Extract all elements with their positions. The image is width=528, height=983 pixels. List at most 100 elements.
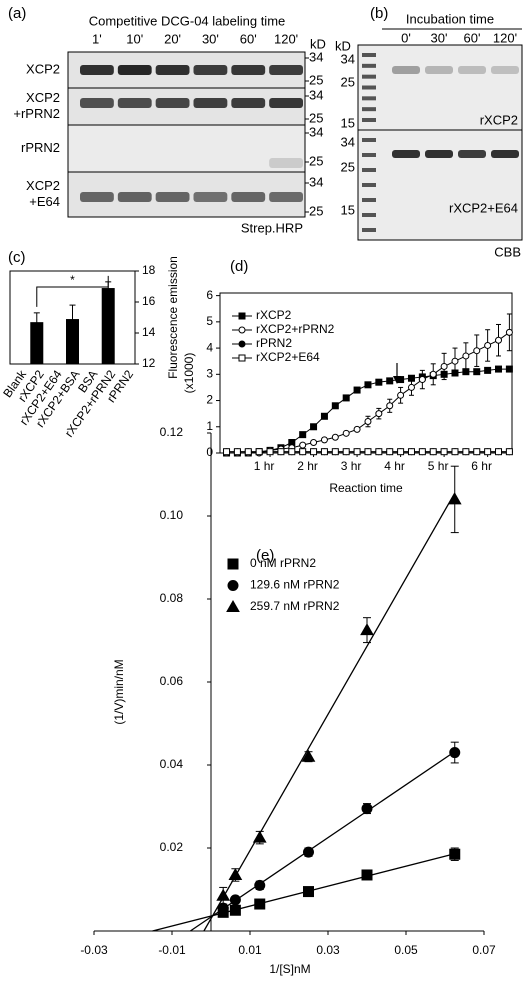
panel-label: (c) bbox=[8, 249, 26, 266]
y-tick-label: 0.04 bbox=[160, 757, 184, 771]
y-tick-label: 18 bbox=[142, 263, 156, 277]
x-axis-label: Reaction time bbox=[329, 481, 403, 495]
x-tick-label: 2 hr bbox=[297, 459, 318, 473]
x-tick-label: 0.03 bbox=[316, 943, 340, 957]
data-point bbox=[320, 412, 328, 420]
data-point bbox=[386, 402, 394, 410]
gel-band bbox=[80, 65, 114, 75]
data-point bbox=[229, 904, 241, 916]
row-label: rXCP2+E64 bbox=[449, 200, 518, 215]
data-point bbox=[449, 848, 461, 860]
data-point bbox=[495, 448, 503, 456]
bar bbox=[66, 319, 79, 364]
y-tick-label: 0.10 bbox=[160, 508, 184, 522]
y-tick-label: 16 bbox=[142, 294, 156, 308]
data-point bbox=[418, 448, 426, 456]
marker-label: 25 bbox=[341, 159, 355, 174]
x-tick-label: 4 hr bbox=[384, 459, 405, 473]
ladder-band bbox=[362, 228, 376, 232]
data-point bbox=[255, 448, 263, 456]
gel-band bbox=[231, 192, 266, 202]
data-point bbox=[310, 448, 318, 456]
gel-band bbox=[392, 66, 420, 74]
data-point bbox=[397, 391, 405, 399]
gel-band bbox=[269, 158, 303, 168]
y-axis-label: Fluorescence emission bbox=[166, 256, 180, 379]
y-tick-label: 6 bbox=[206, 288, 213, 302]
data-point bbox=[397, 448, 405, 456]
row-label: XCP2 bbox=[26, 90, 60, 105]
ladder-band bbox=[362, 53, 376, 57]
data-point bbox=[331, 402, 339, 410]
row-label: XCP2 bbox=[26, 61, 60, 76]
data-point bbox=[238, 326, 246, 334]
data-point bbox=[226, 599, 240, 612]
x-tick-label: 0.01 bbox=[238, 943, 262, 957]
fit-line bbox=[189, 751, 456, 932]
data-point bbox=[266, 448, 274, 456]
row-label: +rPRN2 bbox=[13, 106, 60, 121]
y-tick-label: 2 bbox=[206, 393, 213, 407]
data-point bbox=[244, 448, 252, 456]
gel-lane-background bbox=[357, 44, 523, 131]
data-point bbox=[360, 623, 374, 636]
data-point bbox=[462, 368, 470, 376]
y-tick-label: 3 bbox=[206, 366, 213, 380]
ladder-band bbox=[362, 96, 376, 101]
marker-label: 25 bbox=[309, 72, 323, 87]
lane-label: 60' bbox=[240, 31, 257, 46]
lane-label: 120' bbox=[493, 30, 517, 45]
data-point bbox=[252, 830, 267, 843]
x-tick-label: 5 hr bbox=[428, 459, 449, 473]
data-point bbox=[233, 448, 241, 456]
gel-band bbox=[117, 65, 152, 75]
y-tick-label: 5 bbox=[206, 314, 213, 328]
gel-footer: CBB bbox=[494, 244, 521, 259]
y-tick-label: 0.08 bbox=[160, 591, 184, 605]
gel-title: Incubation time bbox=[406, 11, 494, 26]
marker-label: 34 bbox=[309, 174, 323, 189]
legend-label: 0 nM rPRN2 bbox=[250, 556, 316, 570]
data-point bbox=[440, 362, 448, 370]
data-point bbox=[310, 423, 318, 431]
data-point bbox=[364, 448, 372, 456]
data-point bbox=[353, 448, 361, 456]
data-point bbox=[484, 366, 492, 374]
gel-band bbox=[269, 98, 303, 108]
data-point bbox=[429, 448, 437, 456]
marker-label: 25 bbox=[341, 74, 355, 89]
data-point bbox=[342, 448, 350, 456]
data-point bbox=[361, 869, 373, 881]
gel-band bbox=[269, 192, 303, 202]
lane-label: 30' bbox=[431, 30, 448, 45]
gel-band bbox=[458, 150, 486, 158]
legend-label: 259.7 nM rPRN2 bbox=[250, 599, 340, 613]
data-point bbox=[223, 448, 231, 456]
data-point bbox=[238, 354, 246, 362]
legend-label: rXCP2+rPRN2 bbox=[256, 322, 335, 336]
ladder-band bbox=[362, 168, 376, 172]
ladder-band bbox=[362, 213, 376, 217]
data-point bbox=[331, 433, 339, 441]
ladder-band bbox=[362, 63, 376, 68]
gel-band bbox=[458, 66, 486, 74]
data-point bbox=[462, 448, 470, 456]
data-point bbox=[227, 580, 239, 591]
data-point bbox=[375, 378, 383, 386]
marker-label: 25 bbox=[309, 110, 323, 125]
legend-label: 129.6 nM rPRN2 bbox=[250, 578, 340, 592]
data-point bbox=[407, 448, 415, 456]
bar bbox=[30, 322, 44, 364]
y-axis-label: (1/V)min/nM bbox=[112, 659, 126, 724]
data-point bbox=[375, 410, 383, 418]
gel-lane-background bbox=[67, 124, 306, 173]
data-point bbox=[484, 448, 492, 456]
lane-label: 20' bbox=[164, 31, 181, 46]
data-point bbox=[238, 340, 246, 348]
data-point bbox=[299, 441, 307, 449]
x-axis-label: 1/[S]nM bbox=[269, 962, 310, 976]
ladder-band bbox=[362, 85, 376, 90]
data-point bbox=[361, 803, 373, 815]
data-point bbox=[301, 749, 316, 762]
